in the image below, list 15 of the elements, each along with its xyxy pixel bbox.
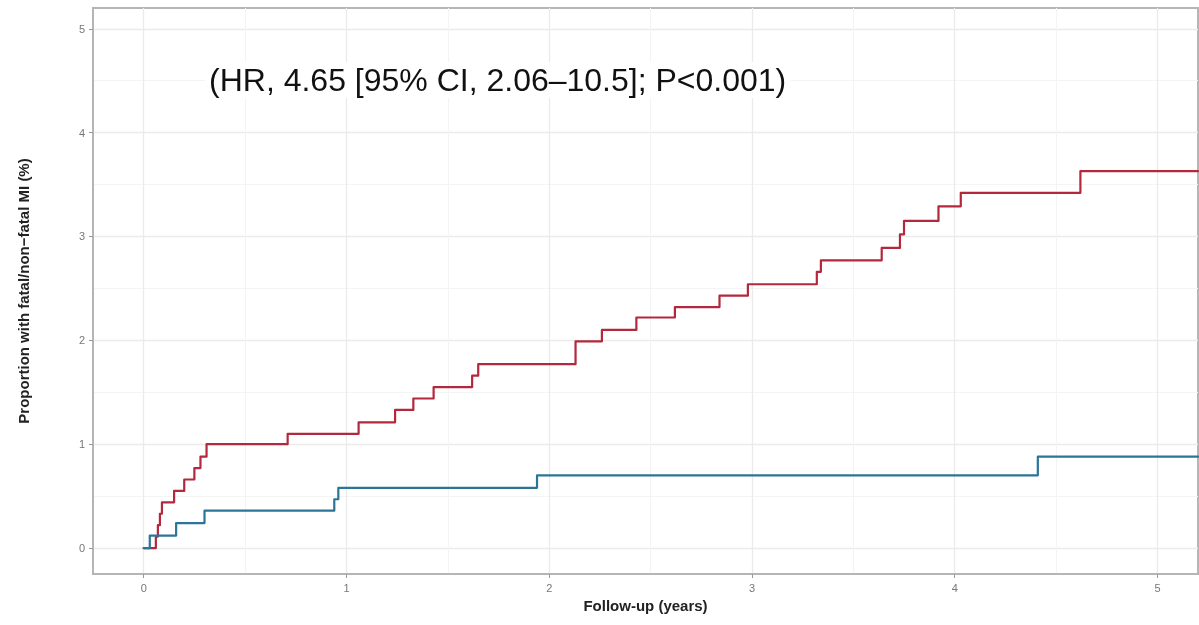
y-axis-title: Proportion with fatal/non−fatal MI (%) [15, 158, 32, 424]
x-tick-label: 4 [951, 581, 958, 594]
annotation: (HR, 4.65 [95% CI, 2.06–10.5]; P<0.001) [209, 62, 787, 98]
y-tick-label: 0 [78, 542, 85, 555]
x-tick-label: 2 [546, 581, 553, 594]
y-tick-label: 1 [78, 438, 85, 451]
x-tick-label: 5 [1154, 581, 1161, 594]
x-tick-label: 3 [748, 581, 756, 594]
x-axis-title: Follow-up (years) [583, 597, 708, 614]
y-tick-label: 3 [78, 230, 85, 243]
y-tick-label: 4 [78, 126, 85, 139]
y-tick-label: 5 [78, 22, 85, 35]
x-tick-label: 1 [343, 581, 350, 594]
x-tick-label: 0 [140, 581, 147, 594]
y-tick-label: 2 [78, 334, 85, 347]
